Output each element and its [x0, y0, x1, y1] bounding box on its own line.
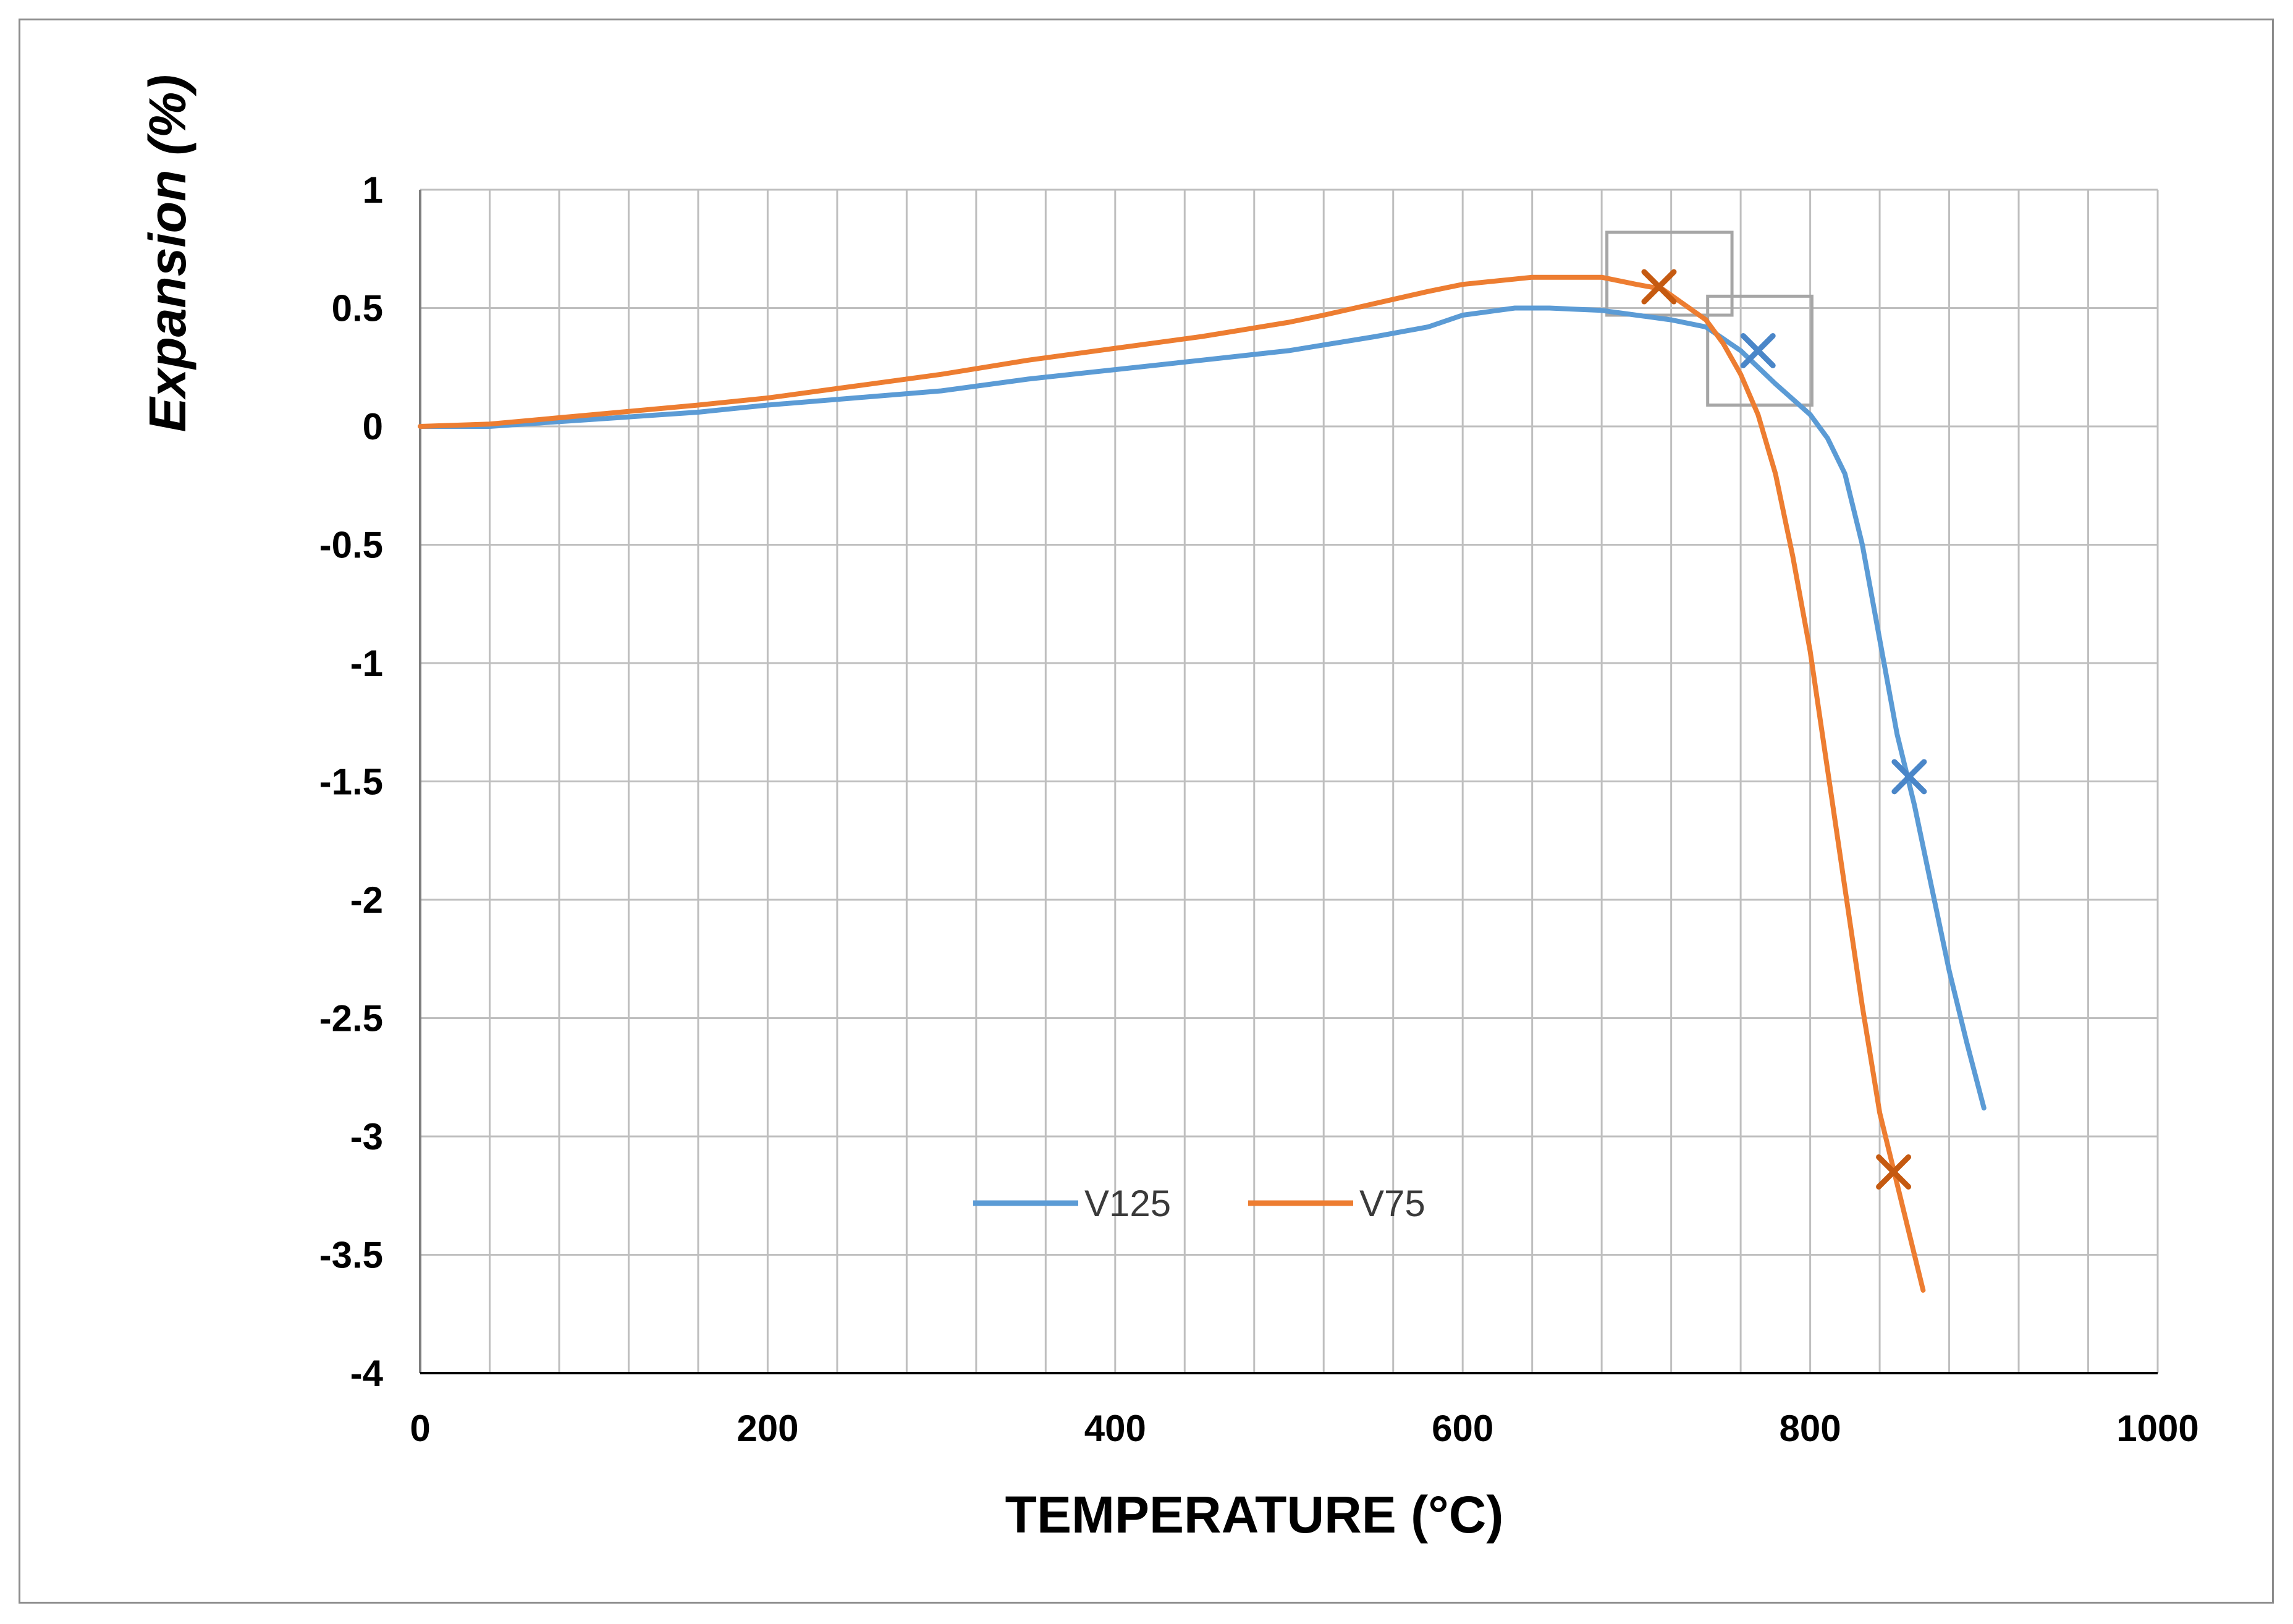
y-tick-label: -1.5: [319, 761, 383, 803]
annotation-boxes: [1605, 230, 1814, 407]
x-marker-stroke: [1641, 269, 1677, 305]
series-line-v125: [418, 305, 1987, 1110]
x-tick-label: 800: [1780, 1408, 1841, 1449]
legend: V125 V75: [973, 1183, 1425, 1224]
legend-label-v125: V125: [1084, 1183, 1171, 1224]
series-line-v75: [418, 274, 1926, 1293]
x-tick-label: 600: [1432, 1408, 1493, 1449]
x-marker-v125: [1740, 332, 1776, 368]
y-tick-label: 1: [363, 169, 383, 211]
y-tick-label: -0.5: [319, 525, 383, 566]
y-tick-label: -4: [350, 1353, 384, 1394]
y-tick-label: -3: [350, 1116, 383, 1157]
y-tick-label: -2.5: [319, 998, 383, 1039]
y-tick-label: -1: [350, 643, 383, 684]
x-tick-label: 200: [737, 1408, 798, 1449]
legend-label-v75: V75: [1359, 1183, 1425, 1224]
x-marker-v75: [1641, 269, 1677, 305]
annotation-box: [1706, 294, 1814, 407]
y-tick-label: 0.5: [332, 288, 383, 329]
x-tick-label: 0: [410, 1408, 430, 1449]
y-tick-label: -3.5: [319, 1235, 383, 1276]
y-tick-label: 0: [363, 406, 383, 447]
x-tick-label: 1000: [2116, 1408, 2198, 1449]
data-markers: [1641, 269, 1927, 1190]
x-marker-v125: [1891, 759, 1927, 795]
x-tick-label: 400: [1084, 1408, 1146, 1449]
x-marker-stroke: [1740, 332, 1776, 368]
y-tick-label: -2: [350, 879, 383, 921]
x-marker-stroke: [1876, 1154, 1912, 1190]
gridlines: [419, 188, 2159, 1374]
annotation-box: [1605, 230, 1734, 317]
x-marker-stroke: [1891, 759, 1927, 795]
chart-frame: [19, 19, 2274, 1604]
tick-labels: 1 0.5 0 -0.5 -1 -1.5 -2 -2.5 -3 -3.5 -4 0 200 400 600 8…: [319, 169, 2199, 1449]
x-marker-v75: [1876, 1154, 1912, 1190]
y-axis-title: Expansion (%): [138, 75, 196, 433]
x-axis-title: TEMPERATURE (°C): [1005, 1486, 1504, 1544]
series-lines: [418, 274, 1987, 1293]
